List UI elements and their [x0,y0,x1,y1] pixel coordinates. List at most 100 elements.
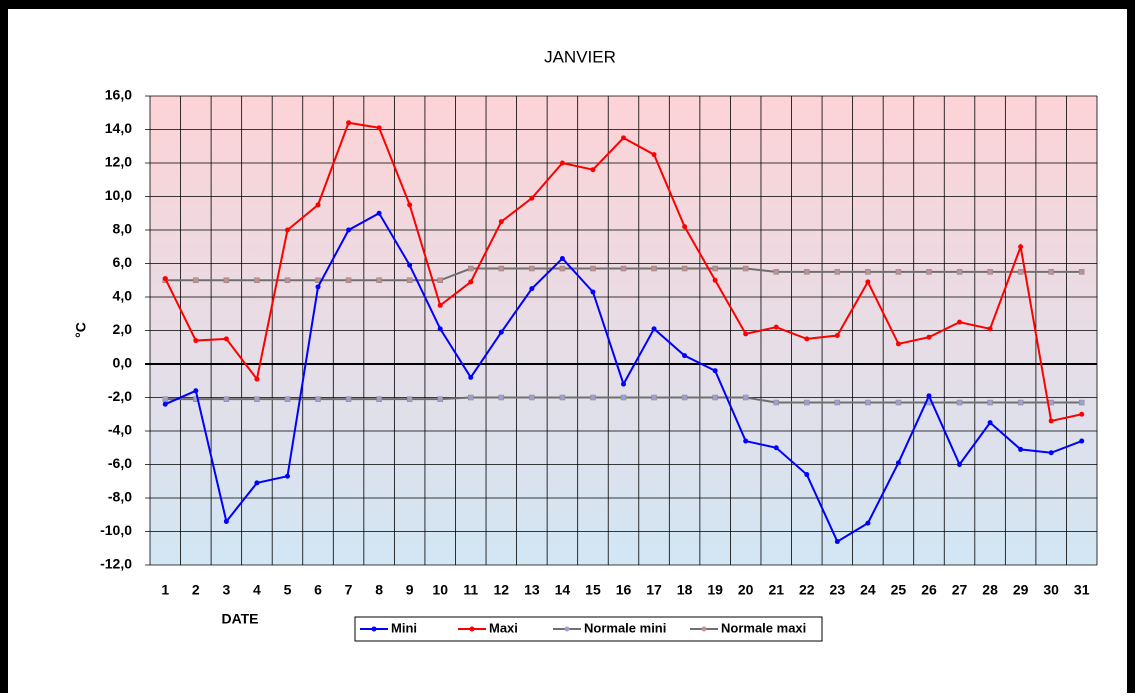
x-tick-label: 31 [1074,582,1090,598]
marker [284,396,291,402]
marker [193,277,199,283]
marker [345,277,352,283]
marker [590,394,596,401]
marker [193,388,199,394]
marker [957,462,963,467]
x-tick-label: 18 [677,582,693,598]
border-left [0,0,8,693]
marker [376,125,382,131]
y-tick-label: 0,0 [113,355,133,371]
marker [621,135,626,141]
marker [407,262,413,268]
marker [1017,269,1024,275]
marker [437,302,443,308]
marker [773,399,779,406]
marker [682,353,688,359]
marker [1018,244,1024,250]
marker [957,319,963,325]
marker [223,336,229,342]
y-axis-label: °C [73,322,89,338]
marker [651,152,657,158]
x-tick-label: 9 [406,582,414,598]
marker [529,286,535,292]
marker [865,269,871,275]
marker [956,269,963,275]
marker [406,277,413,283]
marker [284,473,290,479]
marker [712,265,718,272]
x-tick-label: 21 [768,582,784,598]
marker [1079,438,1085,444]
marker [254,480,260,486]
marker [284,227,290,233]
marker [773,269,779,275]
marker [437,277,443,283]
x-tick-label: 2 [192,582,200,598]
legend-label: Mini [391,620,417,635]
legend-marker [564,626,570,632]
x-tick-label: 19 [707,582,723,598]
legend-marker [469,626,475,632]
marker [407,202,413,208]
marker [468,279,474,285]
y-tick-label: 10,0 [105,187,132,203]
legend-marker [371,626,377,632]
marker [804,399,810,406]
marker [773,445,779,451]
x-tick-label: 27 [952,582,968,598]
y-tick-label: 6,0 [113,254,133,270]
marker [987,269,993,275]
x-tick-label: 30 [1043,582,1059,598]
marker [437,326,443,332]
marker [742,394,749,401]
marker [1079,411,1085,417]
marker [681,394,688,401]
marker [865,399,871,406]
marker [559,394,566,401]
marker [254,396,260,402]
x-tick-label: 22 [799,582,815,598]
x-tick-label: 25 [891,582,907,598]
marker [987,399,993,406]
y-tick-label: -12,0 [100,556,132,572]
y-tick-label: 16,0 [105,87,132,103]
marker [834,269,841,275]
marker [254,277,260,283]
marker [834,539,840,545]
y-tick-label: 2,0 [113,321,133,337]
marker [926,334,932,340]
marker [529,394,535,401]
marker [1048,450,1054,456]
marker [743,438,749,444]
y-tick-label: -8,0 [108,489,132,505]
marker [895,269,902,275]
marker [1048,269,1054,275]
x-tick-label: 1 [161,582,169,598]
marker [315,202,321,208]
x-tick-label: 14 [555,582,571,598]
border-top [0,0,1135,9]
x-tick-label: 26 [921,582,937,598]
marker [651,326,657,332]
x-tick-label: 28 [982,582,998,598]
marker [651,265,657,272]
y-tick-label: -4,0 [108,422,132,438]
marker [681,265,688,272]
marker [712,277,718,283]
marker [987,420,993,426]
marker [529,195,535,201]
marker [1078,399,1085,406]
marker [1017,399,1024,406]
y-tick-label: -6,0 [108,455,132,471]
x-tick-label: 15 [585,582,601,598]
marker [590,167,596,173]
x-tick-label: 3 [222,582,230,598]
x-tick-label: 20 [738,582,754,598]
marker [223,518,229,524]
marker [193,338,199,344]
marker [865,279,871,285]
marker [834,333,840,339]
marker [559,265,566,272]
marker [223,277,230,283]
